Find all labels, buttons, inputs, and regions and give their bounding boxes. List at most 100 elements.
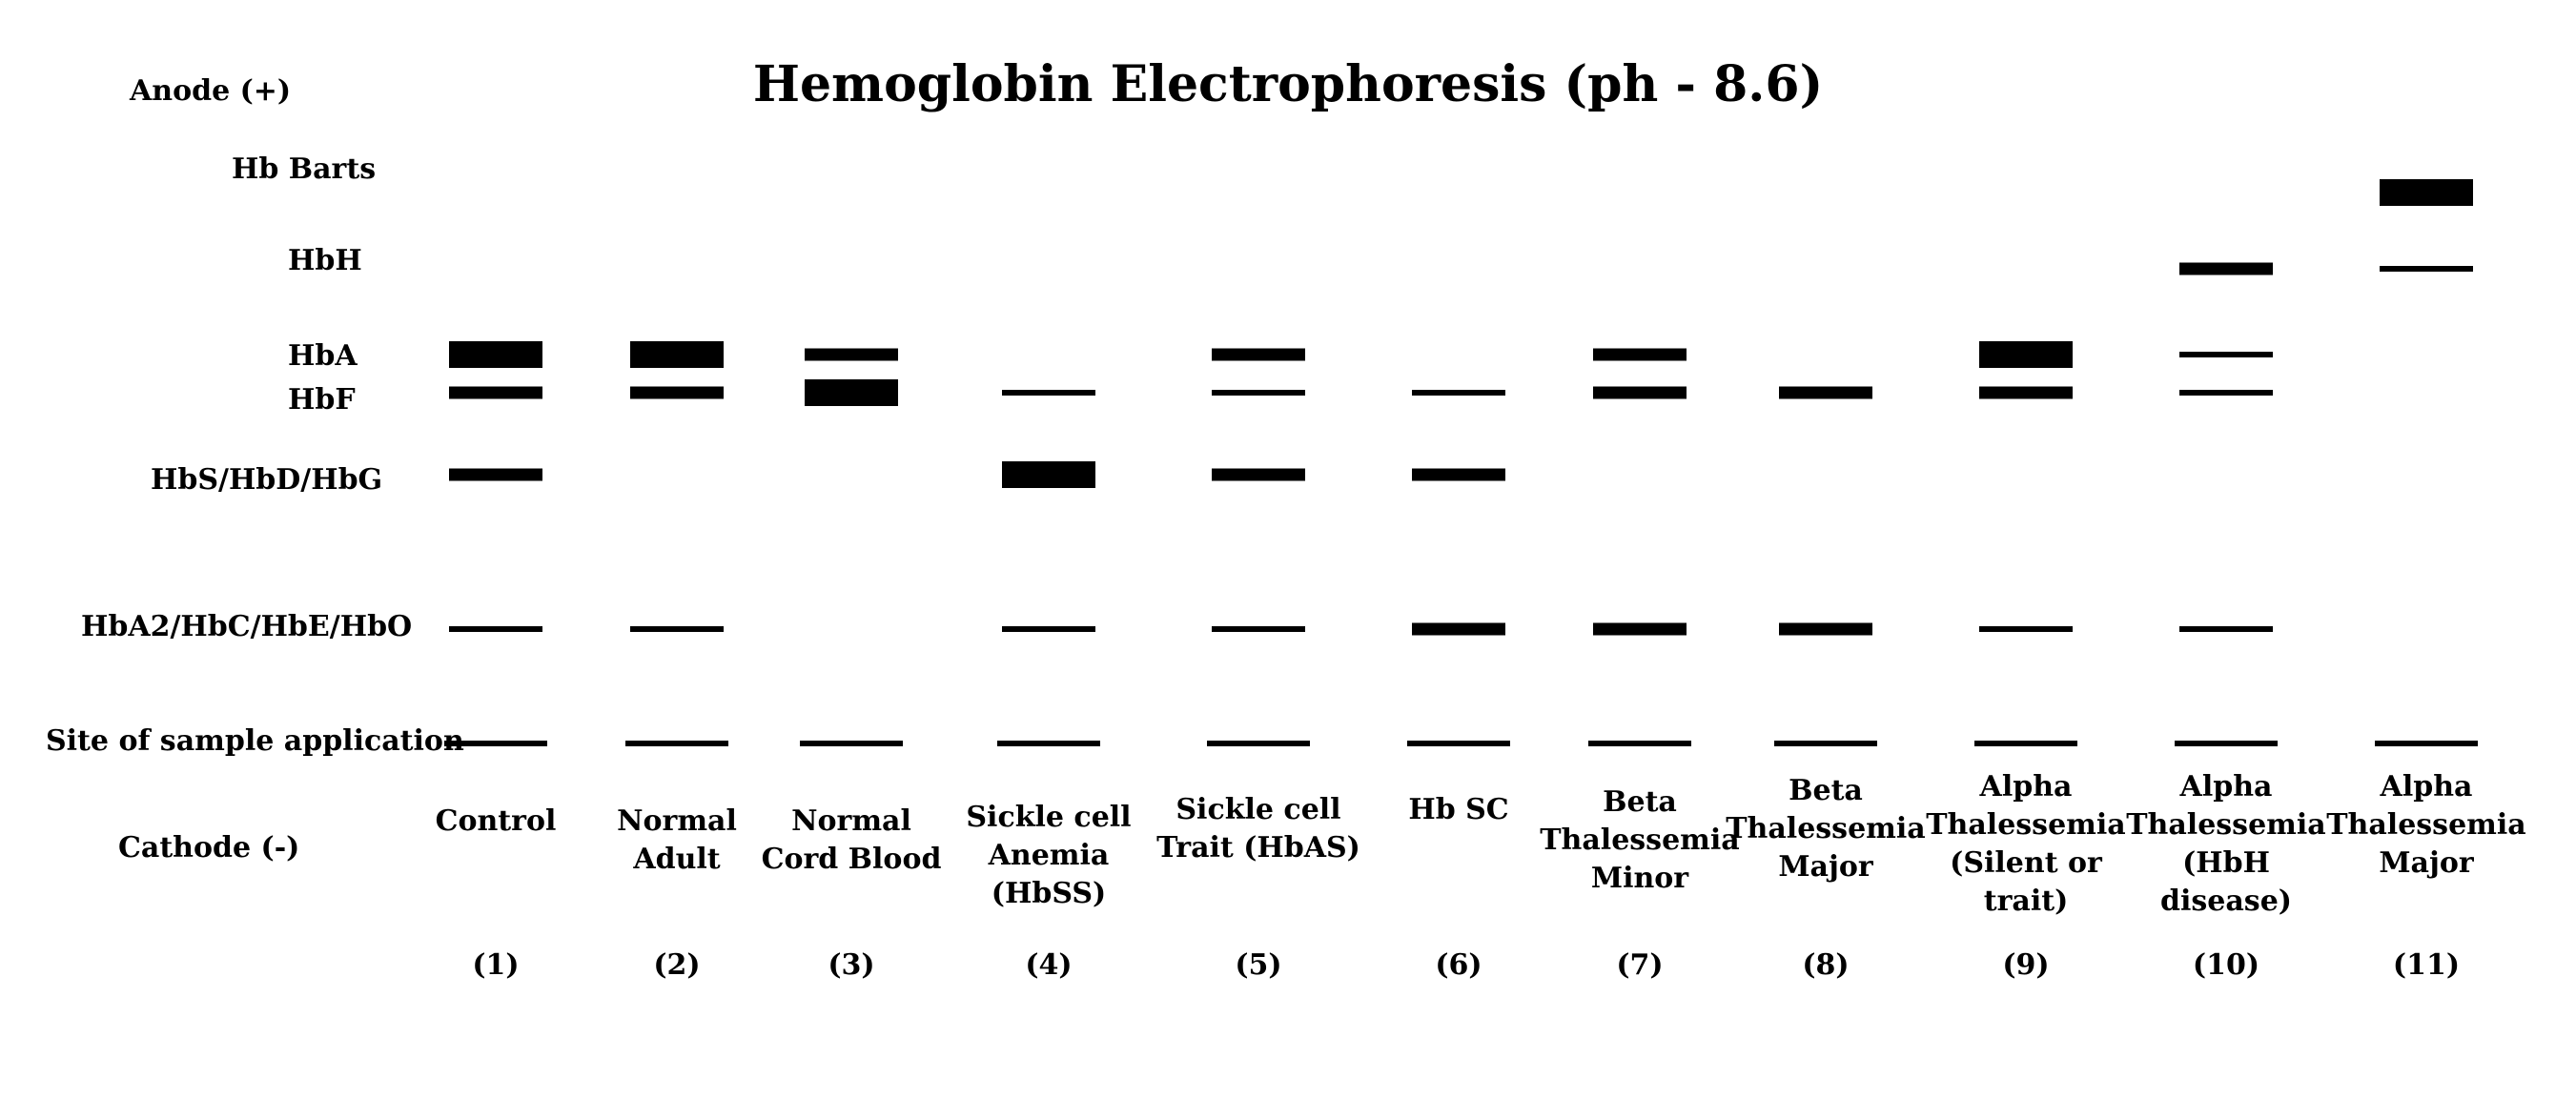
lane-10-number: (10): [2192, 948, 2260, 982]
lane-8-label-line: Beta: [1789, 774, 1863, 807]
lane-6-band-origin: [1407, 741, 1510, 746]
lane-4-number: (4): [1025, 948, 1073, 982]
lane-6-label: Hb SC: [1354, 791, 1564, 829]
lane-3-label: Normal Cord Blood: [746, 803, 956, 879]
lane-1-label-line: Control: [435, 804, 557, 838]
diagram-title: Hemoglobin Electrophoresis (ph - 8.6): [752, 55, 1824, 113]
lane-11-band-origin: [2375, 741, 2478, 746]
lane-4-band-hbs: [1002, 461, 1095, 488]
lane-9-label-line: Alpha: [1979, 770, 2073, 804]
lane-9-label-line: Thalessemia: [1926, 808, 2126, 842]
lane-1-label: Control: [391, 803, 601, 841]
lane-5-band-hba: [1212, 348, 1305, 361]
row-label-sample-application-site: Site of sample application: [46, 724, 464, 758]
lane-6-band-hba2: [1412, 622, 1505, 636]
lane-2-label: Normal Adult: [572, 803, 782, 879]
lane-7-band-hba: [1593, 348, 1687, 361]
lane-3-band-hba: [805, 348, 898, 361]
lane-11-label-line: Major: [2379, 846, 2474, 880]
lane-8-number: (8): [1802, 948, 1850, 982]
lane-7-label: Beta Thalessemia Minor: [1535, 783, 1745, 898]
lane-7-band-hbf: [1593, 386, 1687, 399]
lane-11-band-hbh: [2380, 266, 2473, 272]
lane-10-band-hbf: [2179, 390, 2273, 396]
lane-10-band-hbh: [2179, 262, 2273, 275]
lane-4-band-origin: [997, 741, 1100, 746]
lane-2-label-line: Adult: [633, 843, 721, 876]
lane-2-label-line: Normal: [617, 804, 737, 838]
lane-5-band-hba2: [1212, 626, 1305, 632]
lane-9-label: Alpha Thalessemia (Silent or trait): [1921, 768, 2131, 921]
lane-9-band-hba: [1979, 341, 2073, 368]
lane-11-band-hb_barts: [2380, 179, 2473, 206]
lane-9-band-hba2: [1979, 626, 2073, 632]
lane-8-band-origin: [1774, 741, 1877, 746]
lane-3-number: (3): [828, 948, 875, 982]
lane-10-band-hba: [2179, 352, 2273, 357]
cathode-label: Cathode (-): [118, 831, 300, 865]
lane-2-band-hbf: [630, 386, 724, 399]
lane-4-label-line: Anemia (HbSS): [988, 839, 1110, 910]
lane-2-band-origin: [625, 741, 728, 746]
lane-11-label-line: Thalessemia: [2326, 808, 2526, 842]
lane-11-label: Alpha Thalessemia Major: [2321, 768, 2531, 883]
row-label-hbs-hbd-hbg: HbS/HbD/HbG: [151, 463, 383, 497]
lane-7-label-line: Thalessemia: [1540, 824, 1740, 857]
lane-2-band-hba2: [630, 626, 724, 632]
lane-10-band-origin: [2175, 741, 2278, 746]
lane-10-band-hba2: [2179, 626, 2273, 632]
lane-9-label-line: (Silent or trait): [1950, 846, 2102, 918]
lane-6-label-line: Hb SC: [1408, 793, 1509, 826]
lane-5-band-origin: [1207, 741, 1310, 746]
row-label-hbf: HbF: [288, 383, 356, 417]
lane-8-label-line: Thalessemia: [1726, 812, 1926, 845]
lane-10-label-line: (HbH disease): [2160, 846, 2292, 918]
lane-8-label-line: Major: [1778, 850, 1873, 884]
row-label-hbh: HbH: [288, 244, 362, 277]
anode-label: Anode (+): [130, 74, 292, 108]
lane-5-band-hbs: [1212, 468, 1305, 481]
lane-7-band-origin: [1588, 741, 1691, 746]
lane-5-number: (5): [1235, 948, 1282, 982]
lane-7-label-line: Minor: [1590, 862, 1689, 895]
lane-4-band-hba2: [1002, 626, 1095, 632]
lane-8-band-hbf: [1779, 386, 1872, 399]
lane-4-label-line: Sickle cell: [966, 801, 1132, 834]
lane-3-label-line: Normal: [791, 804, 911, 838]
lane-4-band-hbf: [1002, 390, 1095, 396]
lane-2-number: (2): [653, 948, 701, 982]
lane-5-label-line: Trait (HbAS): [1156, 831, 1360, 865]
lane-2-band-hba: [630, 341, 724, 368]
lane-5-label-line: Sickle cell: [1176, 793, 1341, 826]
lane-3-band-origin: [800, 741, 903, 746]
lane-11-label-line: Alpha: [2380, 770, 2473, 804]
lane-1-band-hbs: [449, 468, 542, 481]
lane-6-band-hbs: [1412, 468, 1505, 481]
lane-7-band-hba2: [1593, 622, 1687, 636]
lane-3-band-hbf: [805, 379, 898, 406]
lane-1-band-origin: [444, 741, 547, 746]
lane-6-number: (6): [1435, 948, 1482, 982]
lane-9-band-hbf: [1979, 386, 2073, 399]
lane-5-band-hbf: [1212, 390, 1305, 396]
lane-7-label-line: Beta: [1603, 785, 1677, 819]
lane-3-label-line: Cord Blood: [761, 843, 942, 876]
lane-1-band-hba2: [449, 626, 542, 632]
lane-5-label: Sickle cell Trait (HbAS): [1154, 791, 1363, 867]
lane-9-number: (9): [2002, 948, 2050, 982]
row-label-hba: HbA: [288, 339, 358, 373]
lane-11-number: (11): [2392, 948, 2461, 982]
lane-8-label: Beta Thalessemia Major: [1721, 772, 1931, 886]
lane-1-band-hbf: [449, 386, 542, 399]
lane-8-band-hba2: [1779, 622, 1872, 636]
lane-10-label: Alpha Thalessemia (HbH disease): [2121, 768, 2331, 921]
row-label-hba2-hbc-hbe-hbo: HbA2/HbC/HbE/HbO: [81, 610, 413, 643]
lane-7-number: (7): [1616, 948, 1664, 982]
lane-6-band-hbf: [1412, 390, 1505, 396]
lane-10-label-line: Thalessemia: [2126, 808, 2326, 842]
lane-9-band-origin: [1974, 741, 2077, 746]
lane-1-band-hba: [449, 341, 542, 368]
lane-4-label: Sickle cell Anemia (HbSS): [944, 799, 1154, 913]
lane-10-label-line: Alpha: [2179, 770, 2273, 804]
